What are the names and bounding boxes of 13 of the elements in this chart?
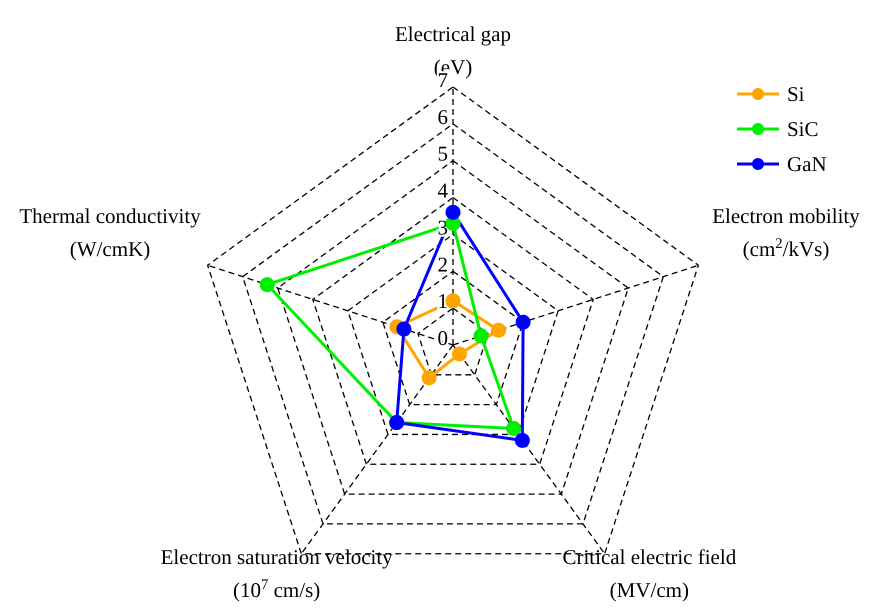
legend-label: SiC (787, 117, 819, 141)
y-tick-label: 2 (438, 252, 448, 276)
legend-label: GaN (787, 152, 827, 176)
y-tick-label: 4 (438, 178, 448, 203)
spoke-label: Electron saturation velocity (10$^{7}$ cm/s) (160, 545, 394, 602)
y-tick-label: 3 (438, 215, 448, 240)
y-tick-label: 5 (438, 142, 448, 166)
y-tick-label: 0 (438, 326, 448, 350)
spoke-label: Thermal conductivity (W/cmK) (19, 204, 202, 261)
y-tick-label: 6 (438, 104, 448, 129)
spoke-label: Critical electric field (MV/cm) (562, 545, 737, 602)
legend-label: Si (787, 82, 805, 106)
spoke-label: Electron mobility (cm$^{2}$/kVs) (712, 204, 860, 261)
